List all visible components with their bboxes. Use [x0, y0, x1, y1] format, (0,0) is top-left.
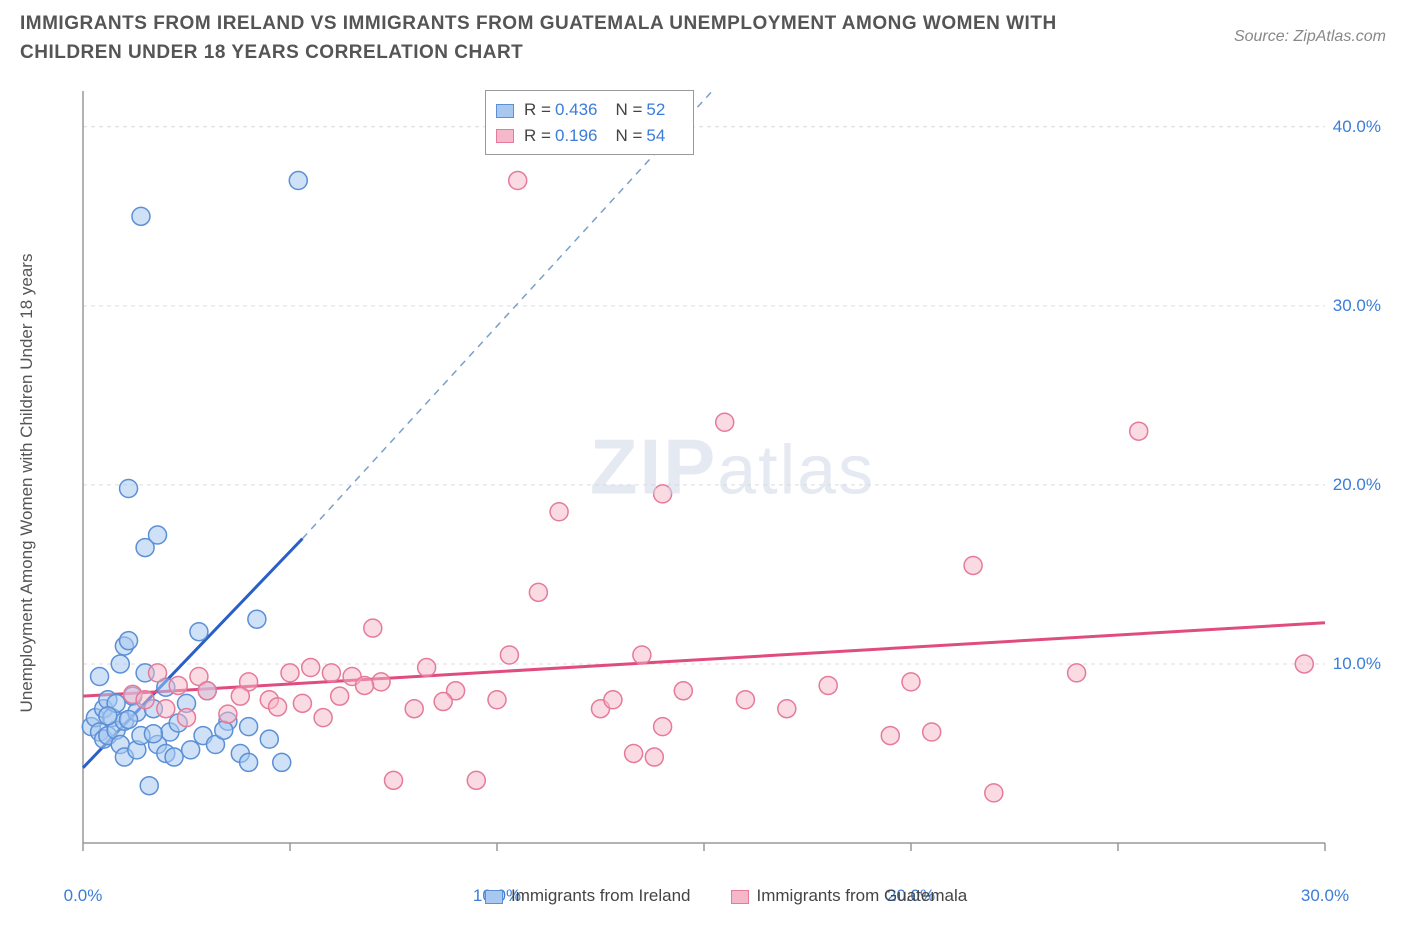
x-tick-label: 0.0%: [64, 886, 103, 906]
stats-r-label: R =: [524, 126, 551, 145]
header-row: IMMIGRANTS FROM IRELAND VS IMMIGRANTS FR…: [0, 0, 1406, 67]
source-label: Source: ZipAtlas.com: [1234, 28, 1386, 46]
legend-swatch: [731, 890, 749, 904]
chart-title: IMMIGRANTS FROM IRELAND VS IMMIGRANTS FR…: [20, 10, 1120, 67]
scatter-plot-svg: [80, 88, 1385, 878]
stats-n-value: 54: [646, 126, 665, 145]
stats-r-value: 0.436: [555, 100, 598, 119]
stats-n-value: 52: [646, 100, 665, 119]
plot-area: ZIPatlas R =0.436N =52R =0.196N =54 10.0…: [80, 88, 1385, 878]
stats-swatch: [496, 129, 514, 143]
stats-swatch: [496, 104, 514, 118]
legend-item: Immigrants from Guatemala: [731, 886, 968, 905]
legend-label: Immigrants from Ireland: [511, 886, 691, 905]
correlation-stats-box: R =0.436 N =52 R =0.196 N =54: [485, 90, 694, 155]
legend-label: Immigrants from Guatemala: [757, 886, 968, 905]
stats-r-value: 0.196: [555, 126, 598, 145]
legend-item: Immigrants from Ireland: [485, 886, 691, 905]
legend-swatch: [485, 890, 503, 904]
stats-row: R =0.436 N =52: [496, 97, 683, 123]
stats-row: R =0.196 N =54: [496, 123, 683, 149]
stats-r-label: R =: [524, 100, 551, 119]
legend: Immigrants from Ireland Immigrants from G…: [485, 886, 1007, 906]
chart-container: Unemployment Among Women with Children U…: [55, 88, 1385, 878]
stats-n-label: N =: [615, 100, 642, 119]
y-tick-label: 20.0%: [1321, 475, 1381, 495]
stats-n-label: N =: [615, 126, 642, 145]
y-tick-label: 10.0%: [1321, 654, 1381, 674]
y-tick-label: 30.0%: [1321, 296, 1381, 316]
x-tick-label: 30.0%: [1301, 886, 1349, 906]
y-axis-label: Unemployment Among Women with Children U…: [17, 254, 37, 713]
y-tick-label: 40.0%: [1321, 117, 1381, 137]
